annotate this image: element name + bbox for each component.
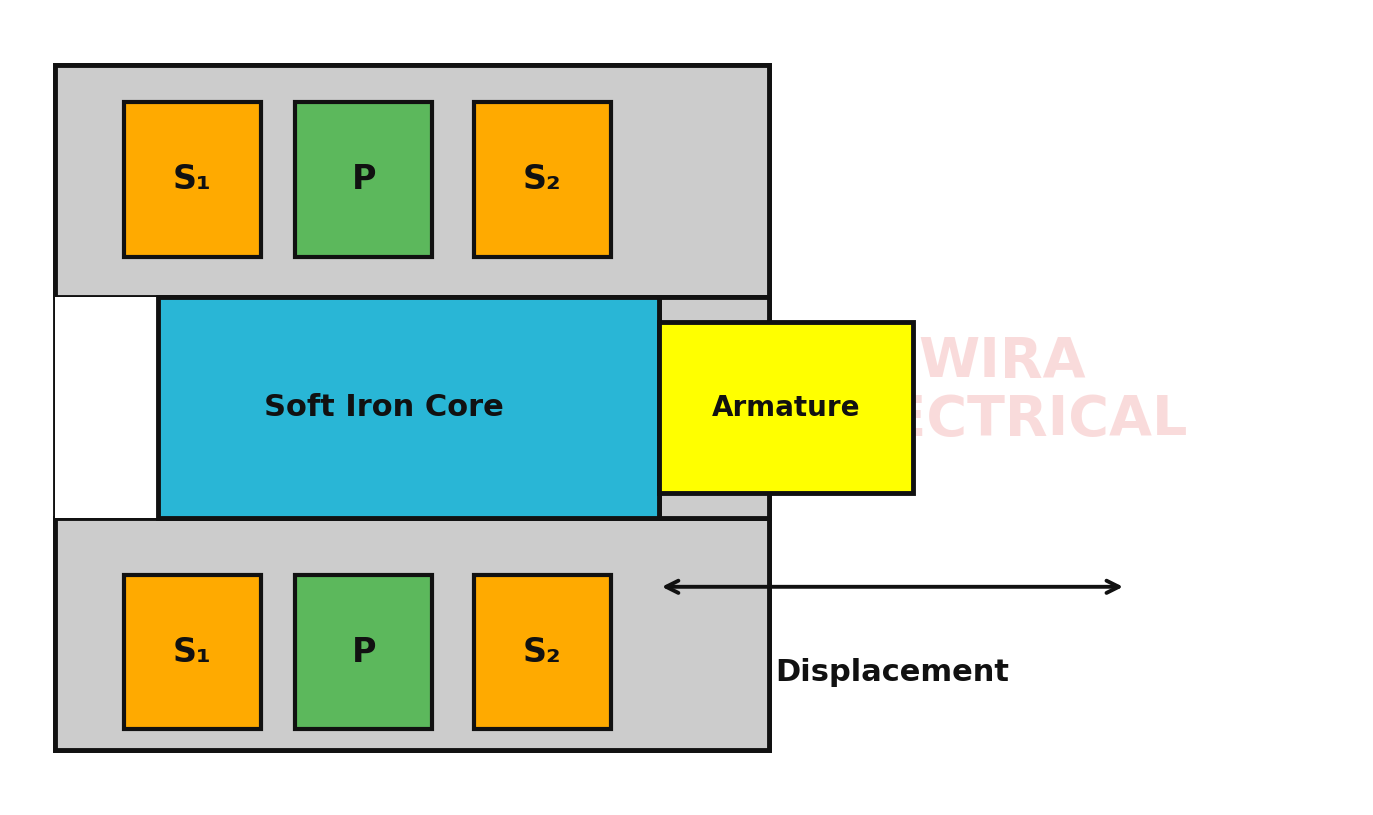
Bar: [474, 575, 611, 729]
Text: S₁: S₁: [173, 636, 211, 668]
Text: WIRA
ELECTRICAL: WIRA ELECTRICAL: [816, 335, 1189, 447]
Bar: [124, 102, 261, 257]
Bar: [295, 102, 432, 257]
Bar: [659, 297, 769, 518]
Text: S₁: S₁: [173, 163, 211, 196]
Text: Displacement: Displacement: [776, 658, 1009, 687]
Bar: [158, 297, 659, 518]
Bar: [295, 575, 432, 729]
Bar: [55, 297, 158, 518]
Bar: [659, 322, 913, 493]
Text: S₂: S₂: [523, 163, 562, 196]
Bar: [474, 102, 611, 257]
Text: Soft Iron Core: Soft Iron Core: [264, 393, 504, 422]
Text: S₂: S₂: [523, 636, 562, 668]
Bar: [124, 575, 261, 729]
Text: Armature: Armature: [711, 394, 861, 421]
Bar: [55, 65, 769, 750]
Bar: [55, 65, 769, 297]
Bar: [55, 518, 769, 750]
Text: P: P: [351, 636, 376, 668]
Text: P: P: [351, 163, 376, 196]
